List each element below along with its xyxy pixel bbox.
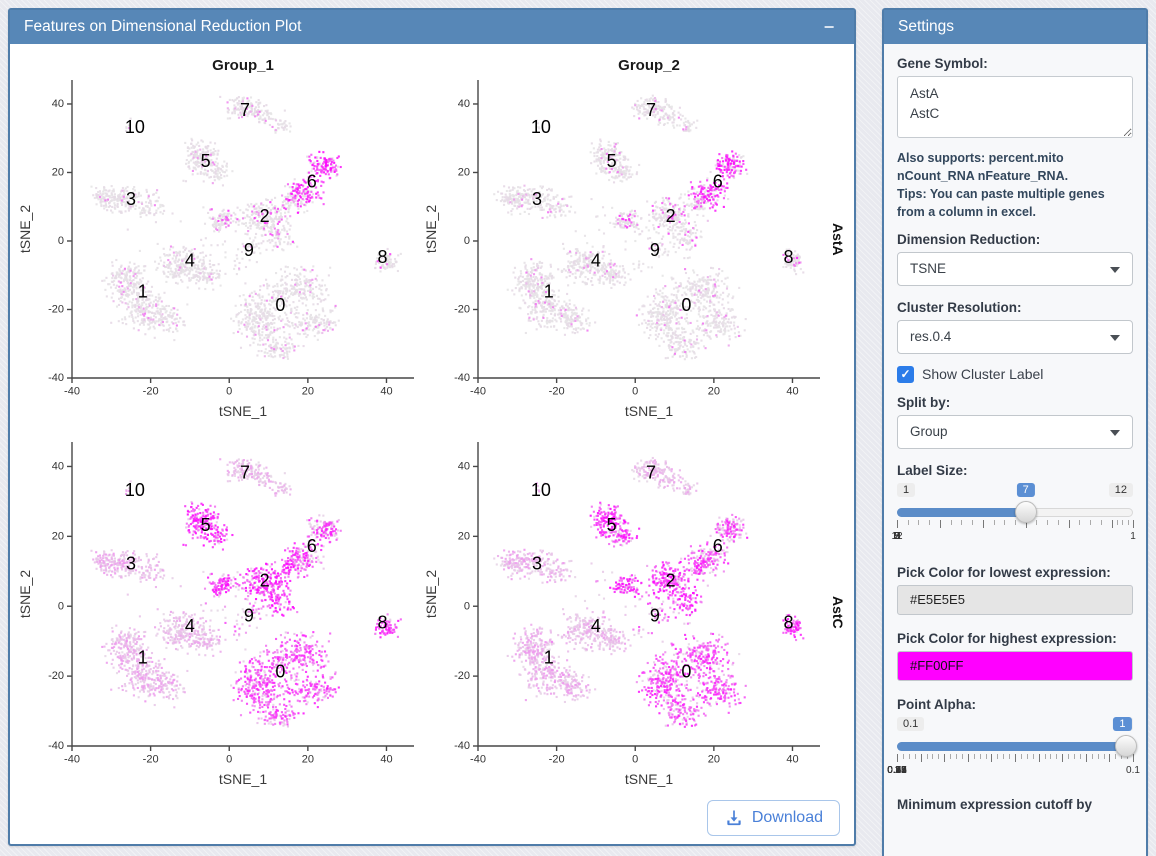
split-by-group: Split by: Group: [897, 395, 1133, 449]
label-size-slider[interactable]: 1 12 7 1 3 5 7 9 11 12: [891, 482, 1136, 549]
cluster-resolution-select[interactable]: res.0.4: [897, 319, 1133, 354]
highest-color-label: Pick Color for highest expression:: [897, 630, 1117, 646]
gene-help-line1: Also supports: percent.mito nCount_RNA n…: [897, 151, 1069, 184]
point-alpha-group: Point Alpha: 0.1110.10.190.280.370.460.5…: [887, 696, 1140, 783]
tsne-plot-group1-asta: [16, 50, 422, 428]
gene-symbol-label: Gene Symbol:: [897, 56, 988, 71]
settings-panel-body: Gene Symbol: AstA AstC Also supports: pe…: [884, 44, 1146, 829]
slider-min-badge: 1: [897, 482, 916, 497]
show-cluster-label-checkbox[interactable]: ✓: [897, 365, 914, 383]
slider-handle[interactable]: [1014, 501, 1037, 523]
dimension-reduction-label: Dimension Reduction:: [897, 231, 1041, 247]
download-button[interactable]: Download: [706, 800, 840, 836]
settings-panel-header: Settings: [884, 10, 1146, 44]
slider-value-badge: 7: [1016, 482, 1035, 497]
download-icon: [724, 808, 744, 828]
plot-row-asta: AstA: [16, 50, 848, 428]
min-cutoff-label: Minimum expression cutoff by: [897, 796, 1093, 812]
split-by-value: Group: [910, 424, 948, 439]
strip-label-asta: AstA: [830, 222, 846, 256]
download-button-label: Download: [751, 809, 823, 826]
cluster-resolution-label: Cluster Resolution:: [897, 299, 1022, 315]
download-row: Download: [16, 796, 848, 836]
label-size-label: Label Size:: [897, 462, 968, 478]
checkbox-check-icon: ✓: [900, 367, 911, 381]
split-by-label: Split by:: [897, 394, 951, 410]
caret-down-icon: [1110, 266, 1120, 273]
plot-panel-title: Features on Dimensional Reduction Plot: [24, 18, 302, 35]
highest-color-group: Pick Color for highest expression:: [897, 631, 1133, 681]
highest-color-input[interactable]: [897, 650, 1133, 681]
label-size-group: Label Size: 1 12 7 1 3 5 7 9 11 12: [891, 462, 1136, 549]
slider-ticks: 0.1 0.19 0.28 0.37 0.46 0.55 0.64 0.73 0.82 0.91 1: [887, 753, 1140, 780]
tsne-plot-group2-asta: [422, 50, 828, 428]
plot-row-astc: AstC: [16, 428, 848, 796]
min-cutoff-group: Minimum expression cutoff by: [897, 797, 1133, 812]
point-alpha-slider[interactable]: 0.1110.10.190.280.370.460.550.640.730.82…: [887, 716, 1140, 783]
gene-symbol-input[interactable]: AstA AstC: [897, 76, 1133, 138]
slider-track[interactable]: [897, 735, 1138, 757]
strip-label-astc: AstC: [830, 595, 846, 629]
plot-panel-body: AstA AstC Download: [10, 44, 854, 842]
show-cluster-label-text: Show Cluster Label: [922, 366, 1044, 382]
cluster-resolution-group: Cluster Resolution: res.0.4: [897, 300, 1133, 354]
tsne-plot-group2-astc: [422, 428, 828, 796]
slider-value-badge: 1: [1113, 716, 1132, 731]
split-by-select[interactable]: Group: [897, 414, 1133, 449]
show-cluster-label-group: ✓ Show Cluster Label: [897, 365, 1133, 383]
lowest-color-label: Pick Color for lowest expression:: [897, 564, 1111, 580]
point-alpha-label: Point Alpha:: [897, 696, 976, 712]
gene-symbol-group: Gene Symbol: AstA AstC: [897, 56, 1133, 141]
settings-panel-title: Settings: [898, 18, 955, 35]
caret-down-icon: [1110, 334, 1120, 341]
slider-track[interactable]: [897, 501, 1133, 523]
slider-ticks: 1 3 5 7 9 11 12: [891, 519, 1136, 546]
plot-panel: Features on Dimensional Reduction Plot −…: [8, 8, 856, 846]
gene-help-text: Also supports: percent.mito nCount_RNA n…: [897, 149, 1133, 222]
tsne-plot-group1-astc: [16, 428, 422, 796]
collapse-minus-icon[interactable]: −: [823, 17, 835, 37]
slider-max-badge: 12: [1108, 482, 1133, 497]
slider-handle[interactable]: [1115, 735, 1138, 757]
cluster-resolution-value: res.0.4: [910, 329, 952, 344]
slider-min-badge: 0.1: [897, 716, 925, 731]
plot-panel-header: Features on Dimensional Reduction Plot −: [10, 10, 854, 44]
caret-down-icon: [1110, 429, 1120, 436]
lowest-color-group: Pick Color for lowest expression:: [897, 565, 1133, 615]
dimension-reduction-select[interactable]: TSNE: [897, 251, 1133, 286]
settings-panel: Settings Gene Symbol: AstA AstC Also sup…: [882, 8, 1148, 856]
dimension-reduction-group: Dimension Reduction: TSNE: [897, 232, 1133, 286]
lowest-color-input[interactable]: [897, 584, 1133, 615]
gene-help-line2: Tips: You can paste multiple genes from …: [897, 187, 1105, 220]
dimension-reduction-value: TSNE: [910, 261, 947, 276]
